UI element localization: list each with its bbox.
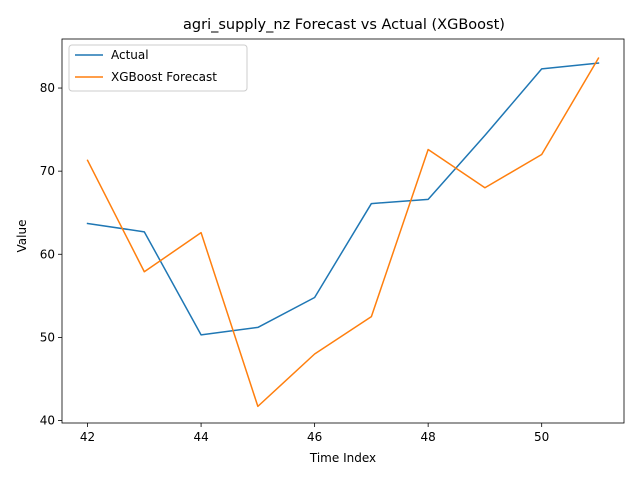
y-tick-label: 50 [40,330,55,344]
x-tick-label: 50 [534,430,549,444]
legend-label-1: Actual [111,48,149,62]
legend: Actual XGBoost Forecast [68,44,248,92]
axes-layer: 42 44 46 48 50 40 50 60 70 80 [40,38,625,444]
series-line-1 [86,62,600,336]
y-tick-label: 40 [40,414,55,428]
y-axis-label: Value [15,220,29,253]
y-tick-label: 60 [40,247,55,261]
axes-frame [61,38,625,424]
x-tick-label: 44 [193,430,208,444]
x-tick-label: 42 [80,430,95,444]
x-axis-label: Time Index [309,451,376,465]
series-line-2 [86,57,600,408]
x-tick-label: 48 [421,430,436,444]
y-tick-label: 80 [40,81,55,95]
legend-label-2: XGBoost Forecast [111,70,217,84]
series-layer [86,57,600,408]
legend-box [68,44,248,92]
y-tick-label: 70 [40,164,55,178]
x-tick-label: 46 [307,430,322,444]
chart-title: agri_supply_nz Forecast vs Actual (XGBoo… [183,17,505,33]
